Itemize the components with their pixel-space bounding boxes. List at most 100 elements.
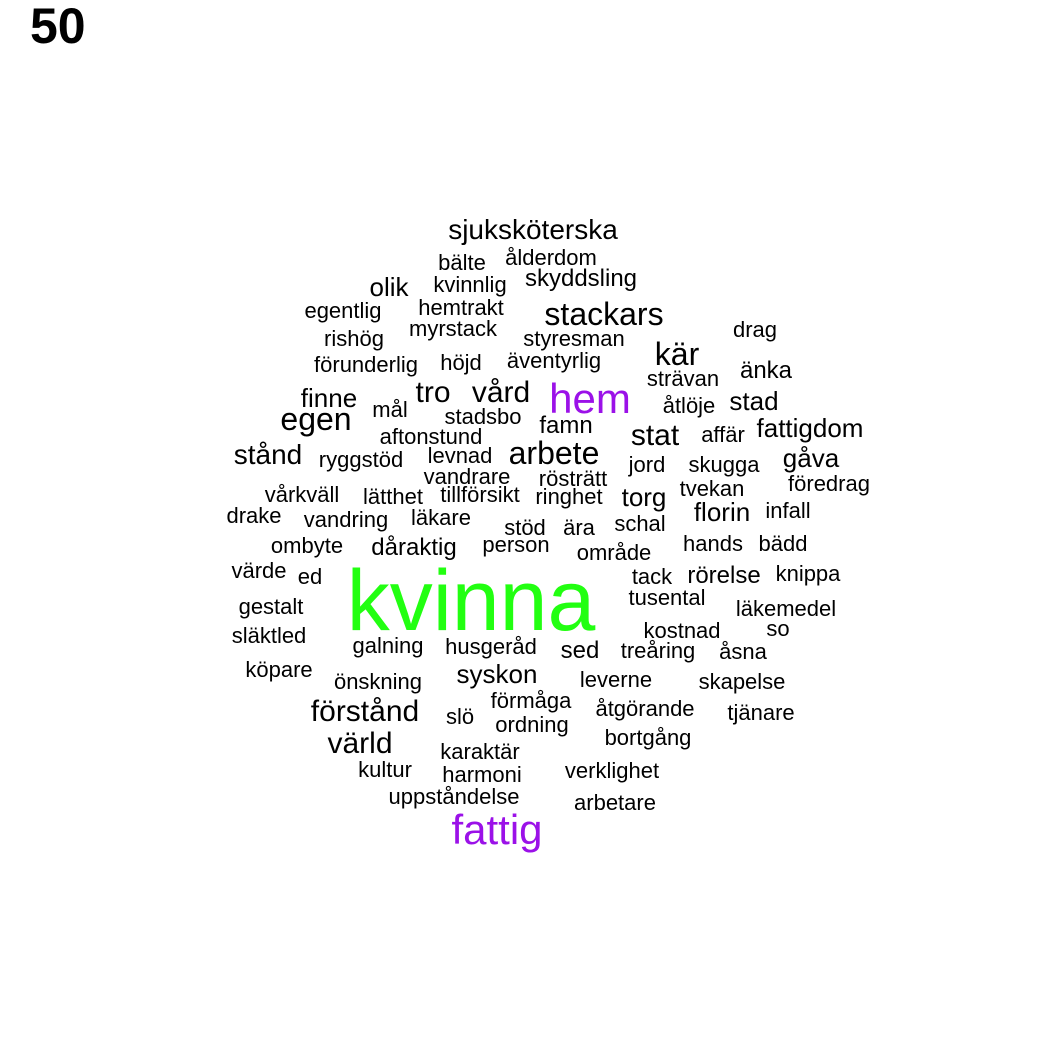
cloud-word: harmoni bbox=[442, 762, 522, 787]
cloud-word: olik bbox=[369, 272, 409, 302]
cloud-word: styresman bbox=[523, 326, 625, 351]
cloud-word: kvinnlig bbox=[433, 272, 507, 297]
cloud-word: leverne bbox=[579, 667, 653, 692]
cloud-word: kultur bbox=[358, 757, 412, 782]
cloud-word: arbete bbox=[508, 435, 600, 471]
cloud-word: rishög bbox=[324, 326, 384, 351]
cloud-word: område bbox=[576, 540, 652, 565]
cloud-word: bortgång bbox=[604, 725, 692, 750]
cloud-word: rösträtt bbox=[538, 466, 608, 491]
cloud-word: bälte bbox=[438, 250, 486, 275]
cloud-word: stackars bbox=[544, 296, 664, 332]
cloud-word: knippa bbox=[775, 561, 841, 586]
cloud-word: gåva bbox=[782, 443, 840, 473]
cloud-word: förstånd bbox=[310, 695, 420, 728]
cloud-word: schal bbox=[614, 511, 666, 536]
cloud-word: ordning bbox=[495, 712, 569, 737]
cloud-word: vandring bbox=[303, 507, 389, 532]
page-title: 50 bbox=[30, 0, 86, 54]
cloud-word: tack bbox=[631, 564, 673, 589]
cloud-word: åtlöje bbox=[662, 393, 716, 418]
cloud-word: vårkväll bbox=[264, 482, 340, 507]
cloud-word: syskon bbox=[456, 659, 538, 689]
cloud-word: föredrag bbox=[788, 471, 870, 496]
cloud-word: ed bbox=[297, 564, 323, 589]
cloud-word: levnad bbox=[427, 443, 493, 468]
cloud-word: hemtrakt bbox=[418, 295, 504, 320]
cloud-word: ålderdom bbox=[505, 245, 597, 270]
cloud-word: kvinna bbox=[346, 553, 596, 649]
cloud-word: läkemedel bbox=[735, 596, 837, 621]
cloud-word: karaktär bbox=[440, 739, 520, 764]
cloud-word: famn bbox=[539, 412, 593, 439]
cloud-word: släktled bbox=[231, 623, 307, 648]
cloud-word: jord bbox=[628, 452, 666, 477]
cloud-word: stadsbo bbox=[444, 404, 522, 429]
cloud-word: tvekan bbox=[679, 476, 745, 501]
cloud-word: finne bbox=[300, 383, 358, 413]
cloud-word: åsna bbox=[719, 639, 767, 664]
cloud-word: skyddsling bbox=[524, 265, 638, 292]
cloud-word: rörelse bbox=[687, 562, 761, 589]
cloud-word: hem bbox=[549, 375, 631, 422]
cloud-word: tjänare bbox=[727, 700, 795, 725]
cloud-word: ringhet bbox=[535, 484, 603, 509]
cloud-word: åtgörande bbox=[595, 696, 695, 721]
cloud-word: torg bbox=[621, 482, 667, 512]
cloud-word: treåring bbox=[620, 638, 696, 663]
cloud-word: vård bbox=[471, 376, 531, 409]
cloud-word: dåraktig bbox=[371, 534, 457, 561]
cloud-word: person bbox=[482, 532, 550, 557]
cloud-word: fattig bbox=[451, 806, 543, 853]
cloud-word: värde bbox=[231, 558, 287, 583]
cloud-word: florin bbox=[693, 497, 751, 527]
cloud-word: lätthet bbox=[363, 484, 423, 509]
cloud-word: förmåga bbox=[490, 688, 572, 713]
cloud-word: gestalt bbox=[238, 594, 304, 619]
cloud-word: tro bbox=[415, 376, 451, 409]
cloud-word: mål bbox=[372, 397, 408, 422]
cloud-word: aftonstund bbox=[379, 424, 483, 449]
cloud-word: tillförsikt bbox=[440, 482, 520, 507]
cloud-word: stånd bbox=[233, 439, 303, 470]
cloud-word: läkare bbox=[411, 505, 471, 530]
cloud-word: ombyte bbox=[270, 533, 344, 558]
cloud-word: vandrare bbox=[423, 464, 511, 489]
cloud-word: infall bbox=[765, 498, 811, 523]
cloud-word: hands bbox=[683, 531, 743, 556]
cloud-word: slö bbox=[445, 704, 475, 729]
cloud-word: egentlig bbox=[304, 298, 382, 323]
cloud-word: sed bbox=[560, 637, 600, 664]
cloud-word: förunderlig bbox=[314, 352, 418, 377]
cloud-word: fattigdom bbox=[756, 413, 864, 443]
cloud-word: höjd bbox=[440, 350, 482, 375]
cloud-word: verklighet bbox=[564, 758, 660, 783]
cloud-word: egen bbox=[280, 401, 352, 437]
cloud-word: skugga bbox=[688, 452, 760, 477]
cloud-word: affär bbox=[701, 422, 745, 447]
cloud-word: bädd bbox=[758, 531, 808, 556]
cloud-word: tusental bbox=[628, 585, 706, 610]
cloud-word: ära bbox=[563, 515, 595, 540]
cloud-word: sjuksköterska bbox=[448, 214, 618, 245]
cloud-word: skapelse bbox=[698, 669, 786, 694]
cloud-word: äventyrlig bbox=[506, 348, 602, 373]
cloud-word: stad bbox=[729, 386, 779, 416]
cloud-word: kär bbox=[654, 336, 700, 372]
cloud-word: stat bbox=[630, 419, 680, 452]
cloud-word: arbetare bbox=[574, 790, 656, 815]
cloud-word: galning bbox=[352, 633, 424, 658]
cloud-word: önskning bbox=[333, 669, 423, 694]
cloud-word: änka bbox=[739, 357, 793, 384]
cloud-word: köpare bbox=[245, 657, 313, 682]
cloud-word: drag bbox=[732, 317, 778, 342]
cloud-word: drake bbox=[226, 503, 282, 528]
cloud-word: ryggstöd bbox=[318, 447, 404, 472]
cloud-word: kostnad bbox=[643, 618, 721, 643]
cloud-word: so bbox=[766, 616, 790, 641]
cloud-word: uppståndelse bbox=[388, 784, 520, 809]
cloud-word: husgeråd bbox=[445, 634, 537, 659]
cloud-word: strävan bbox=[646, 366, 720, 391]
cloud-word: stöd bbox=[504, 515, 546, 540]
